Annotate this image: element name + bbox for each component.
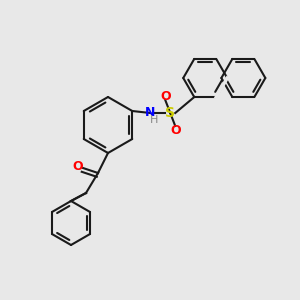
Text: O: O bbox=[73, 160, 83, 172]
Text: S: S bbox=[165, 106, 175, 120]
Text: O: O bbox=[160, 89, 171, 103]
Text: H: H bbox=[150, 115, 158, 125]
Text: N: N bbox=[145, 106, 155, 119]
Text: O: O bbox=[170, 124, 181, 136]
